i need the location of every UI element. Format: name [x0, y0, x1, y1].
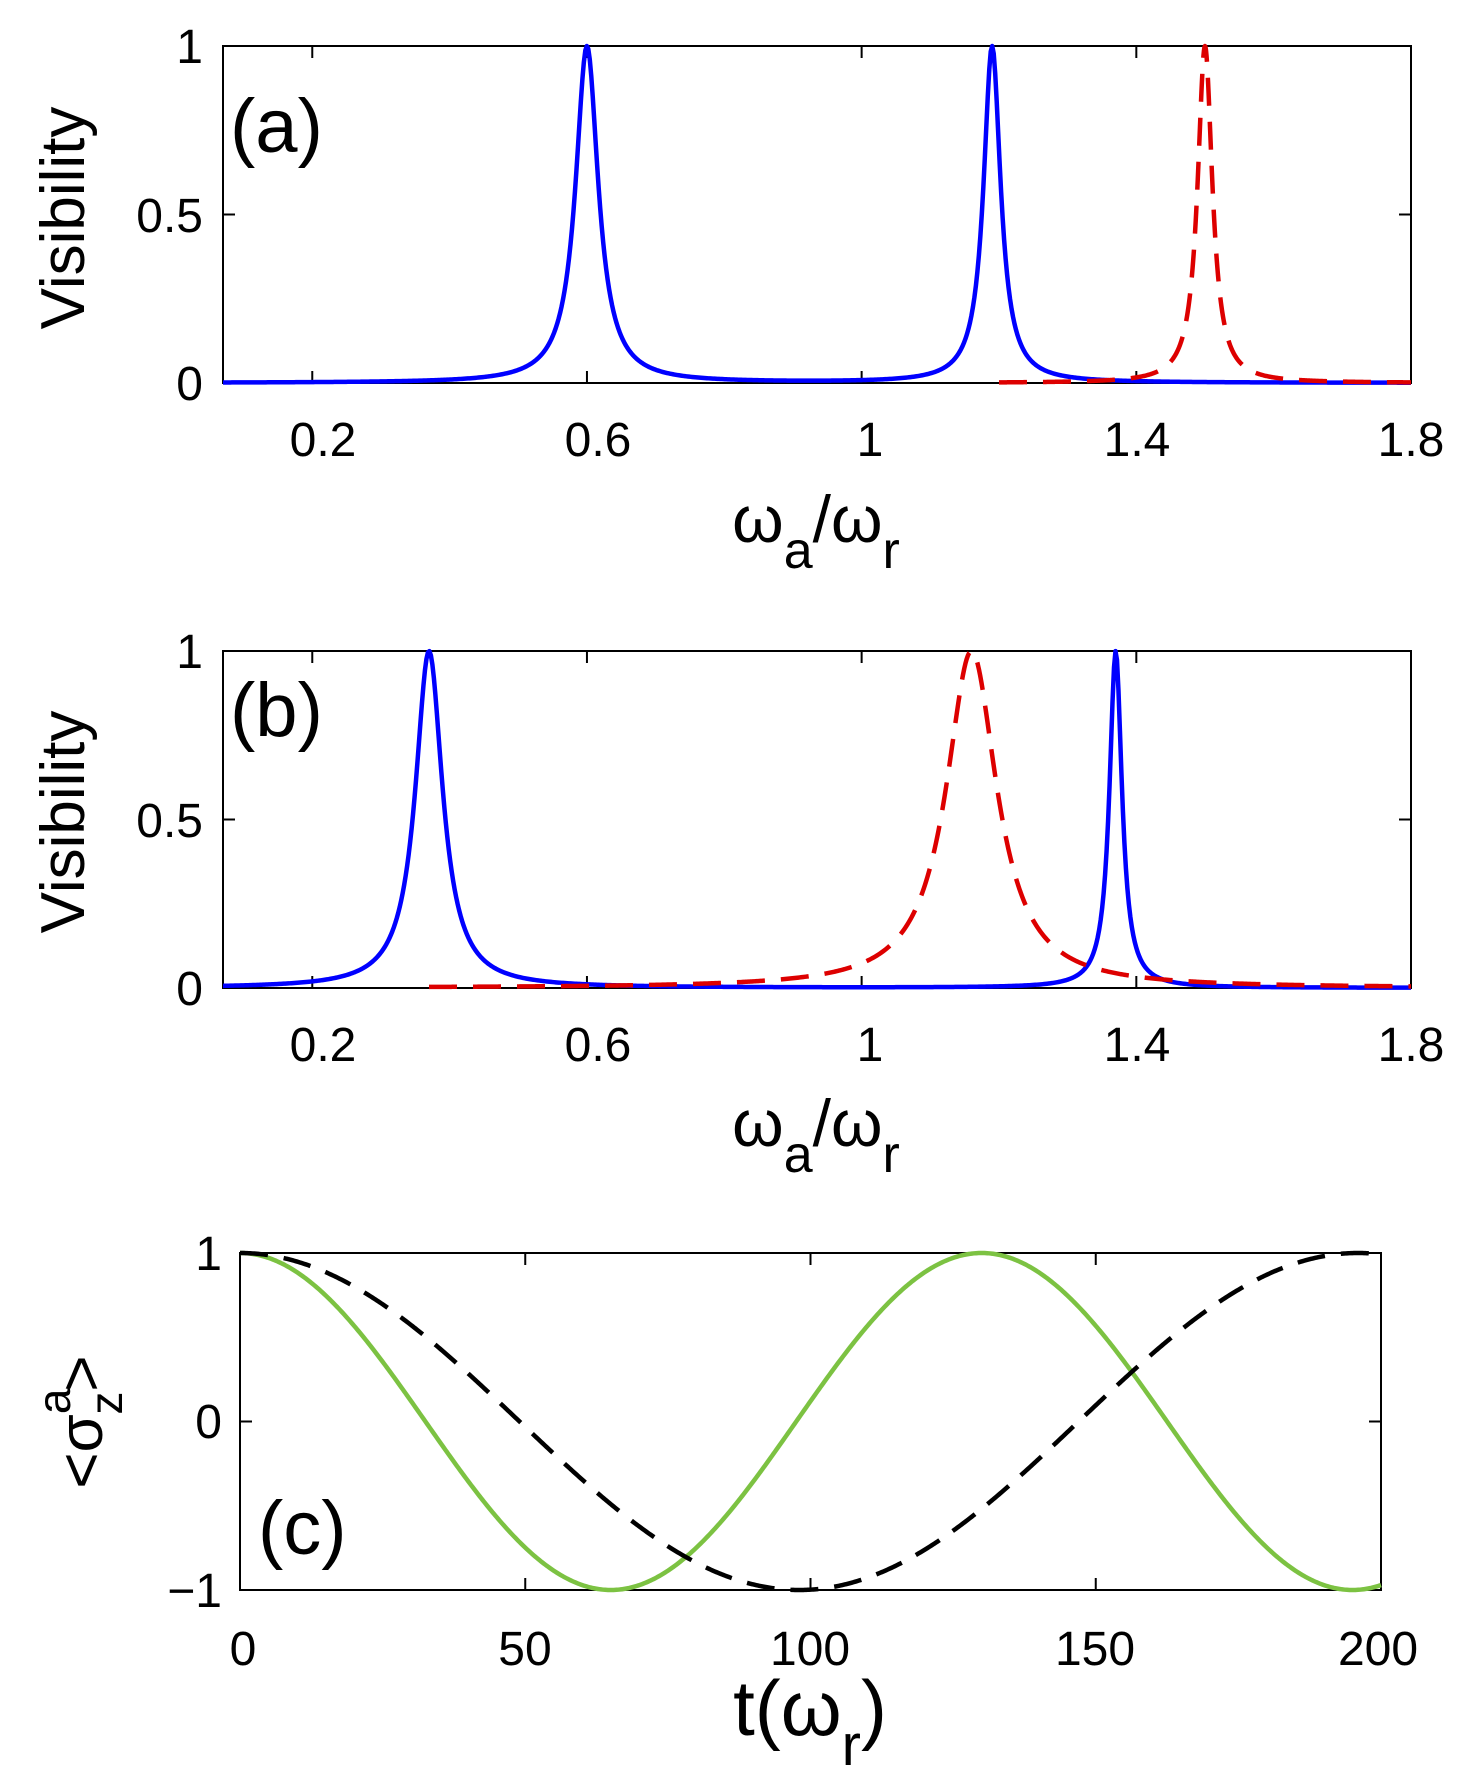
- x-tick-label-0: 0: [230, 1623, 257, 1676]
- plot-frame-b: [222, 650, 1412, 989]
- y-tick-labels-a: 1 0.5 0: [136, 21, 203, 411]
- x-tick-label-150: 150: [1055, 1623, 1135, 1676]
- y-axis-label-a: Visibility: [29, 107, 98, 330]
- series-dashed-line: [239, 1250, 1382, 1593]
- y-tick-label-1: 1: [195, 1228, 222, 1281]
- x-tick-labels-a: 0.2 0.6 1 1.4 1.8: [290, 414, 1445, 467]
- x-tick-label-1: 1: [857, 1019, 884, 1072]
- y-tick-label-0.5: 0.5: [136, 190, 203, 243]
- x-tick-label-1.4: 1.4: [1104, 1019, 1171, 1072]
- panel-a: 1 0.5 0 0.2 0.6 1 1.4 1.8 (a) Visibility…: [29, 21, 1444, 580]
- y-tick-label-0: 0: [176, 963, 203, 1016]
- panel-c: 1 0 −1 0 50 100 150 200 (c) <σaz> t(ωr): [28, 1228, 1418, 1778]
- y-tick-label-1: 1: [176, 626, 203, 679]
- panel-label-a: (a): [230, 84, 323, 169]
- x-axis-label-a: ωa/ωr: [732, 482, 900, 580]
- y-axis-label-b: Visibility: [29, 711, 98, 934]
- series-dashed-line: [997, 43, 1413, 385]
- series-layer-b: [222, 648, 1413, 990]
- x-label-slash: /: [813, 482, 832, 556]
- tick-marks-c: [239, 1252, 1382, 1591]
- series-solid-line: [239, 1250, 1382, 1593]
- y-tick-labels-b: 1 0.5 0: [136, 626, 203, 1016]
- series-layer-c: [239, 1250, 1382, 1593]
- panel-label-b: (b): [230, 668, 323, 753]
- x-label-omega-1: ω: [732, 1086, 784, 1160]
- x-axis-label-c: t(ωr): [733, 1664, 887, 1778]
- x-label-sub-r: r: [883, 522, 900, 580]
- tick-marks-a: [223, 45, 1412, 384]
- y-tick-labels-c: 1 0 −1: [167, 1228, 222, 1618]
- x-label-omega-2: ω: [831, 482, 883, 556]
- y-label-close: >: [47, 1355, 116, 1391]
- x-tick-label-0.2: 0.2: [290, 1019, 357, 1072]
- series-layer-a: [222, 43, 1413, 385]
- panel-b: 1 0.5 0 0.2 0.6 1 1.4 1.8 (b) Visibility…: [29, 626, 1444, 1184]
- x-tick-labels-c: 0 50 100 150 200: [230, 1623, 1418, 1676]
- x-tick-label-200: 200: [1338, 1623, 1418, 1676]
- x-label-omega-2: ω: [831, 1086, 883, 1160]
- y-label-sub-z: z: [80, 1392, 132, 1415]
- x-tick-label-1: 1: [857, 414, 884, 467]
- y-label-sigma: σ: [47, 1414, 116, 1452]
- y-axis-label-c: <σaz>: [28, 1355, 132, 1488]
- x-axis-label-b: ωa/ωr: [732, 1086, 900, 1184]
- x-tick-label-1.8: 1.8: [1378, 414, 1445, 467]
- y-tick-label-0: 0: [195, 1396, 222, 1449]
- x-label-omega-1: ω: [732, 482, 784, 556]
- y-tick-label-0.5: 0.5: [136, 795, 203, 848]
- x-tick-labels-b: 0.2 0.6 1 1.4 1.8: [290, 1019, 1445, 1072]
- x-tick-label-0.6: 0.6: [565, 414, 632, 467]
- y-tick-label-0: 0: [176, 358, 203, 411]
- plot-frame-a: [222, 45, 1412, 384]
- series-solid-line: [222, 648, 1412, 990]
- x-label-sub-a: a: [784, 1126, 813, 1184]
- x-tick-label-0.6: 0.6: [565, 1019, 632, 1072]
- x-label-base: t(ω: [733, 1664, 842, 1752]
- x-tick-label-1.8: 1.8: [1378, 1019, 1445, 1072]
- y-label-sup-a: a: [28, 1388, 80, 1414]
- x-label-slash: /: [813, 1086, 832, 1160]
- y-tick-label-minus-1: −1: [167, 1565, 222, 1618]
- panel-label-c: (c): [258, 1486, 347, 1571]
- x-tick-label-100: 100: [770, 1623, 850, 1676]
- x-tick-label-50: 50: [498, 1623, 551, 1676]
- x-tick-label-1.4: 1.4: [1104, 414, 1171, 467]
- series-dashed-line: [427, 648, 1413, 990]
- series-solid-line: [222, 43, 1412, 385]
- x-label-close: ): [861, 1664, 887, 1752]
- plot-frame-c: [239, 1252, 1382, 1591]
- x-tick-label-0.2: 0.2: [290, 414, 357, 467]
- y-tick-label-1: 1: [176, 21, 203, 74]
- x-label-sub-a: a: [784, 522, 813, 580]
- y-label-open: <: [47, 1452, 116, 1488]
- x-label-sub-r: r: [842, 1713, 861, 1778]
- tick-marks-b: [223, 650, 1412, 989]
- x-label-sub-r: r: [883, 1126, 900, 1184]
